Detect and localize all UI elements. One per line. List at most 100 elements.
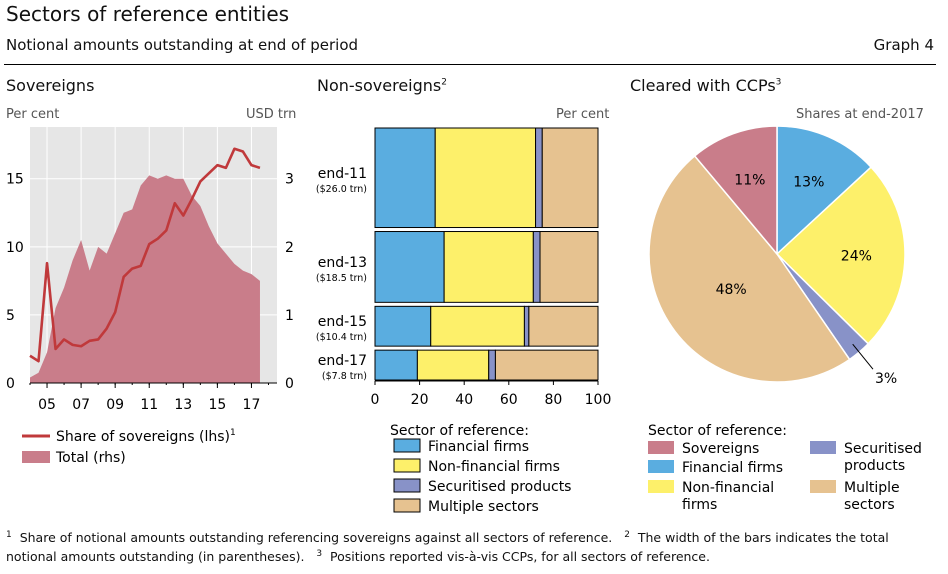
- footnote-1: Share of notional amounts outstanding re…: [19, 530, 613, 546]
- bar-end-17-securitised-products: [488, 349, 496, 381]
- graph-number: Graph 4: [873, 36, 934, 54]
- x-tick-09: 09: [106, 397, 124, 413]
- bar-end-13-financial-firms: [374, 231, 445, 303]
- right-tick-1: 1: [285, 308, 294, 324]
- footnote-ref-2: 2: [441, 77, 447, 88]
- legend-label-securitised-products: Securitised: [844, 441, 922, 457]
- bar-end-13-securitised-products: [532, 231, 541, 303]
- x-tick-13: 13: [174, 397, 192, 413]
- x-tick-11: 11: [140, 397, 158, 413]
- pie-slice-sovereigns: [693, 125, 778, 257]
- legend-swatch-securitised-products: [810, 441, 836, 454]
- legend-swatch-financial-firms: [393, 438, 421, 453]
- left-tick-5: 5: [6, 308, 15, 324]
- right-tick-2: 2: [285, 240, 294, 256]
- pie-label-sovereigns: 11%: [734, 172, 765, 188]
- legend-swatch-multiple-sectors: [810, 480, 836, 493]
- category-note-end-15: ($10.4 trn): [316, 332, 367, 343]
- category-note-end-13: ($18.5 trn): [316, 273, 367, 284]
- legend-heading: Sector of reference:: [390, 423, 529, 439]
- legend-heading: Sector of reference:: [648, 423, 787, 439]
- legend-label-securitised-products: Securitised products: [428, 479, 571, 495]
- panel-title-ccp-text: Cleared with CCPs: [630, 76, 776, 95]
- bar-end-11-financial-firms: [374, 127, 436, 229]
- ccp-chart: 13% 24% 3% 48% 11%: [648, 125, 906, 387]
- page-subtitle: Notional amounts outstanding at end of p…: [6, 36, 359, 54]
- x-tick-0: 0: [371, 392, 380, 408]
- category-label-end-17: end-17: [318, 353, 367, 369]
- footnote-3: Positions reported vis-à-vis CCPs, for a…: [330, 549, 710, 565]
- legend-label-area: Total (rhs): [55, 450, 126, 466]
- total-area: [30, 175, 260, 383]
- bar-end-13-non-financial-firms: [443, 231, 534, 303]
- bar-end-15-securitised-products: [523, 305, 530, 347]
- x-tick-07: 07: [72, 397, 90, 413]
- x-tick-17: 17: [243, 397, 261, 413]
- left-tick-10: 10: [6, 240, 24, 256]
- footnotes-line-2: notional amounts outstanding (in parenth…: [6, 549, 936, 564]
- bar-end-15-financial-firms: [374, 305, 432, 347]
- sovereigns-right-unit: USD trn: [246, 107, 297, 122]
- ccp-unit: Shares at end-2017: [796, 107, 924, 122]
- legend-label-financial-firms: Financial firms: [682, 460, 783, 476]
- right-tick-0: 0: [285, 376, 294, 392]
- x-tick-80: 80: [544, 392, 562, 408]
- footnote-mark-3: 3: [316, 549, 323, 559]
- legend-label2-securitised-products: products: [844, 458, 905, 474]
- legend-swatch-sovereigns: [648, 441, 674, 454]
- category-note-end-17: ($7.8 trn): [322, 371, 367, 382]
- pie-slice-non-financial-firms: [775, 166, 906, 345]
- legend-swatch-non-financial-firms: [393, 458, 421, 473]
- pie-slice-multiple-sectors: [648, 154, 851, 383]
- legend-label-sovereigns: Sovereigns: [682, 441, 759, 457]
- legend-label-multiple-sectors: Multiple: [844, 480, 900, 496]
- category-label-end-13: end-13: [318, 255, 367, 271]
- left-tick-0: 0: [6, 376, 15, 392]
- bar-end-17-financial-firms: [374, 349, 418, 381]
- legend-swatch-financial-firms: [648, 460, 674, 473]
- x-tick-40: 40: [455, 392, 473, 408]
- panel-title-nonsovereigns-text: Non-sovereigns: [317, 76, 442, 95]
- bar-end-15-multiple-sectors: [528, 305, 599, 347]
- left-tick-15: 15: [6, 172, 24, 188]
- legend-label2-multiple-sectors: sectors: [844, 497, 895, 513]
- legend-label2-non-financial-firms: firms: [682, 497, 717, 513]
- footnote-2b: notional amounts outstanding (in parenth…: [6, 549, 305, 565]
- page-title: Sectors of reference entities: [6, 2, 290, 26]
- legend-swatch-securitised-products: [393, 478, 421, 493]
- sovereigns-legend: Share of sovereigns (lhs)1 Total (rhs): [22, 428, 236, 466]
- footnotes-line-1: 1 Share of notional amounts outstanding …: [6, 530, 936, 545]
- pie-label-securitised-products: 3%: [875, 371, 897, 387]
- legend-label-financial-firms: Financial firms: [428, 439, 529, 455]
- panel-title-ccp: Cleared with CCPs3: [630, 76, 781, 95]
- sovereigns-left-unit: Per cent: [6, 107, 60, 122]
- nonsovereigns-chart: end-11 ($26.0 trn) end-13 ($18.5 trn) end-15…: [316, 127, 612, 408]
- bar-end-11-securitised-products: [535, 127, 543, 229]
- legend-swatch-area: [22, 451, 50, 463]
- nonsovereigns-unit: Per cent: [556, 107, 610, 122]
- legend-label-multiple-sectors: Multiple sectors: [428, 499, 539, 515]
- legend-label-non-financial-firms: Non-financial: [682, 480, 774, 496]
- x-tick-20: 20: [411, 392, 429, 408]
- bar-end-15-non-financial-firms: [430, 305, 525, 347]
- category-label-end-11: end-11: [318, 166, 367, 182]
- pie-label-non-financial-firms: 24%: [841, 248, 872, 264]
- legend-swatch-multiple-sectors: [393, 498, 421, 513]
- pie-label-multiple-sectors: 48%: [716, 282, 747, 298]
- pie-leader-securitised-products: [852, 343, 874, 370]
- footnote-mark-2: 2: [624, 530, 630, 540]
- bar-end-17-non-financial-firms: [416, 349, 490, 381]
- category-note-end-11: ($26.0 trn): [316, 184, 367, 195]
- panel-title-sovereigns: Sovereigns: [6, 76, 95, 95]
- x-tick-05: 05: [38, 397, 56, 413]
- bar-end-13-multiple-sectors: [539, 231, 599, 303]
- category-label-end-15: end-15: [318, 314, 367, 330]
- x-tick-60: 60: [500, 392, 518, 408]
- ccp-legend: Sector of reference: Sovereigns Financial …: [648, 423, 922, 513]
- header-divider: [4, 64, 936, 65]
- footnote-2a: The width of the bars indicates the tota…: [637, 530, 889, 546]
- x-tick-100: 100: [585, 392, 612, 408]
- pie-slice-financial-firms: [776, 125, 873, 256]
- legend-label-non-financial-firms: Non-financial firms: [428, 459, 560, 475]
